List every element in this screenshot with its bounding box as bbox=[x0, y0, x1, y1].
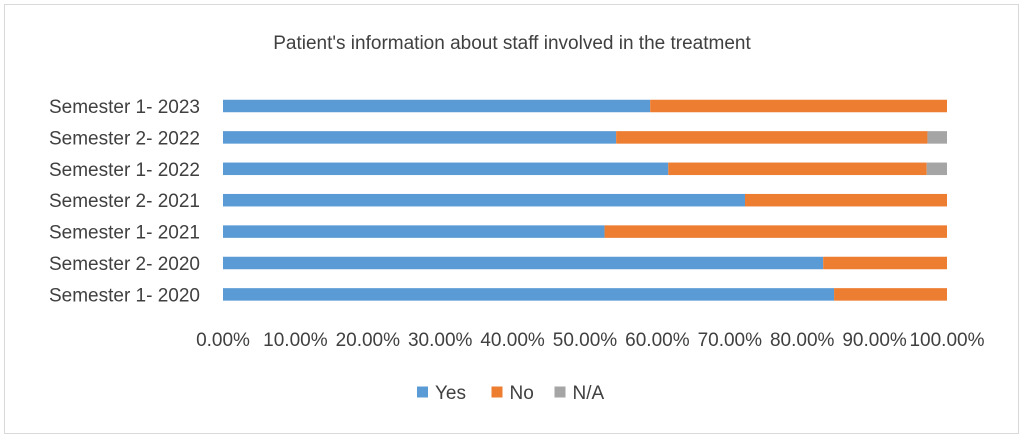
bar-segment-yes bbox=[223, 131, 617, 144]
category-label: Semester 2- 2022 bbox=[49, 128, 200, 149]
bar-segment-yes bbox=[223, 193, 746, 207]
chart-frame: Patient's information about staff involv… bbox=[4, 4, 1019, 434]
bar-segment-yes bbox=[223, 99, 651, 113]
x-tick-label: 20.00% bbox=[336, 330, 401, 351]
bar-segment-no bbox=[650, 99, 947, 113]
x-tick-label: 50.00% bbox=[553, 330, 618, 351]
bars bbox=[223, 99, 947, 301]
x-tick-label: 60.00% bbox=[625, 330, 690, 351]
category-label: Semester 1- 2023 bbox=[49, 97, 200, 118]
chart-title: Patient's information about staff involv… bbox=[273, 33, 751, 54]
bar-segment-no bbox=[668, 162, 927, 176]
legend: Yes No N/A bbox=[417, 383, 605, 404]
bar-segment-yes bbox=[223, 225, 605, 238]
bar-segment-no bbox=[745, 193, 947, 207]
bar-segment-yes bbox=[223, 256, 824, 270]
category-label: Semester 1- 2020 bbox=[49, 285, 200, 306]
x-tick-label: 0.00% bbox=[196, 330, 250, 351]
legend-swatch bbox=[554, 386, 566, 398]
x-tick-label: 30.00% bbox=[408, 330, 473, 351]
x-tick-label: 90.00% bbox=[842, 330, 907, 351]
bar-segment-yes bbox=[223, 288, 835, 301]
legend-swatch bbox=[491, 386, 503, 398]
category-label: Semester 1- 2021 bbox=[49, 223, 200, 244]
bar-segment-na bbox=[926, 162, 947, 176]
bar-segment-na bbox=[927, 131, 947, 144]
x-tick-label: 10.00% bbox=[263, 330, 328, 351]
legend-label: N/A bbox=[573, 383, 605, 404]
bar-segment-no bbox=[616, 131, 928, 144]
legend-label: Yes bbox=[435, 383, 466, 404]
bar-segment-no bbox=[823, 256, 947, 270]
chart-svg: Patient's information about staff involv… bbox=[49, 33, 985, 404]
x-tick-label: 40.00% bbox=[480, 330, 545, 351]
x-tick-label: 80.00% bbox=[770, 330, 835, 351]
bar-segment-no bbox=[604, 225, 947, 238]
x-tick-label: 100.00% bbox=[909, 330, 984, 351]
x-tick-label: 70.00% bbox=[698, 330, 763, 351]
bar-segment-no bbox=[834, 288, 947, 301]
x-tick-labels: 0.00% 10.00% 20.00% 30.00% 40.00% 50.00% 60.00… bbox=[196, 330, 985, 351]
bar-segment-yes bbox=[223, 162, 669, 176]
category-labels: Semester 1- 2023 Semester 2- 2022 Semester… bbox=[49, 97, 200, 306]
category-label: Semester 2- 2021 bbox=[49, 191, 200, 212]
legend-swatch bbox=[417, 386, 428, 398]
category-label: Semester 2- 2020 bbox=[49, 254, 200, 275]
category-label: Semester 1- 2022 bbox=[49, 160, 200, 181]
legend-label: No bbox=[510, 383, 534, 404]
